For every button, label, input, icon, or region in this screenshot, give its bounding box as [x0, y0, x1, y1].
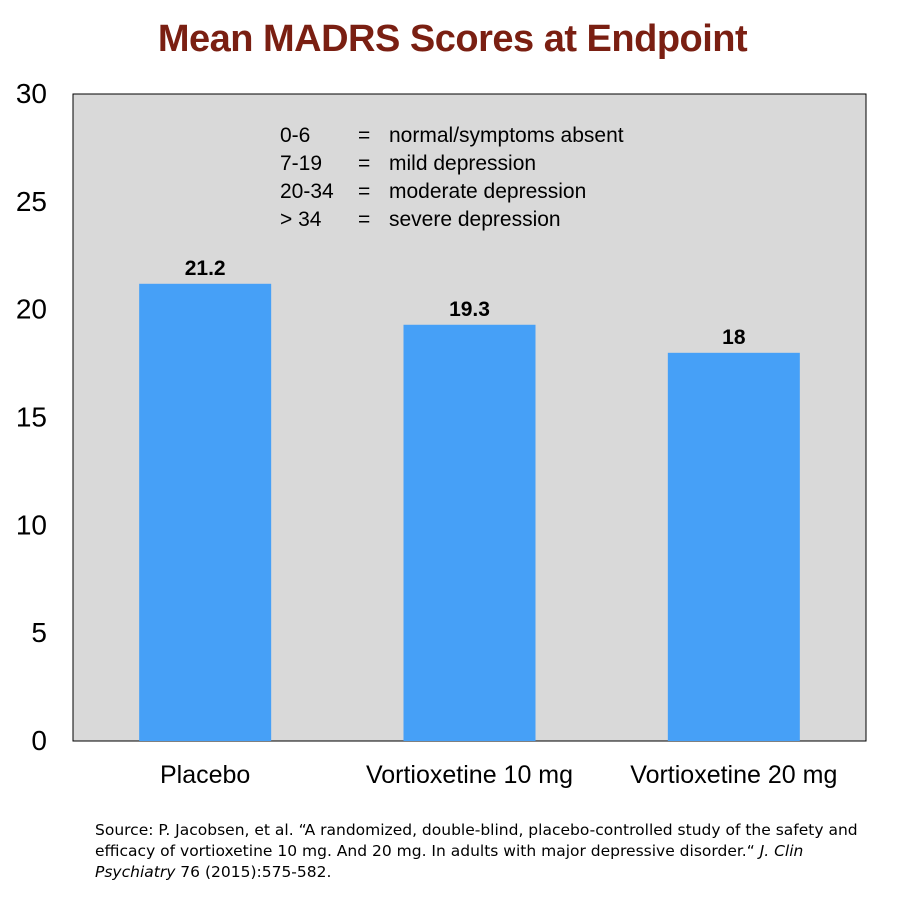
bar	[403, 324, 536, 741]
score-equals: =	[358, 152, 370, 175]
bar-value-label: 18	[722, 326, 746, 349]
score-meaning: normal/symptoms absent	[389, 124, 624, 147]
bar-value-label: 19.3	[449, 298, 490, 321]
y-tick-label: 30	[16, 78, 47, 109]
score-range: 0-6	[280, 124, 310, 147]
source-journal: J. Clin Psychiatry	[95, 842, 804, 881]
source-citation: Source: P. Jacobsen, et al. “A randomize…	[95, 820, 885, 883]
score-range-row: > 34 = severe depression	[280, 208, 561, 231]
source-text: Source: P. Jacobsen, et al. “A randomize…	[95, 821, 858, 860]
score-range: 20-34	[280, 180, 334, 203]
score-range: 7-19	[280, 152, 322, 175]
bar	[667, 352, 800, 741]
score-equals: =	[358, 208, 370, 231]
y-tick-label: 20	[16, 294, 47, 325]
y-tick-label: 25	[16, 186, 47, 217]
y-tick-label: 15	[16, 402, 47, 433]
chart-title: Mean MADRS Scores at Endpoint	[157, 18, 748, 60]
score-range-row: 7-19 = mild depression	[280, 152, 536, 175]
score-meaning: severe depression	[389, 208, 561, 231]
y-tick-label: 0	[31, 725, 47, 756]
score-range: > 34	[280, 208, 322, 231]
score-legend-annotation: 0-6 = normal/symptoms absent 7-19 = mild depr…	[280, 124, 624, 231]
y-tick-label: 5	[31, 617, 47, 648]
score-equals: =	[358, 180, 370, 203]
score-meaning: mild depression	[389, 152, 536, 175]
score-equals: =	[358, 124, 370, 147]
x-category-label: Vortioxetine 10 mg	[366, 761, 573, 789]
x-category-label: Vortioxetine 20 mg	[630, 761, 837, 789]
score-range-row: 20-34 = moderate depression	[280, 180, 586, 203]
bar-value-label: 21.2	[185, 257, 226, 280]
source-volume: 76 (2015):575-582.	[175, 863, 332, 881]
y-tick-label: 10	[16, 509, 47, 540]
bar	[139, 283, 272, 741]
labels-layer: 0 5 10 15 20 25 30 21.2 Placebo 19.3 Vortioxetine …	[16, 78, 838, 789]
x-category-label: Placebo	[160, 761, 250, 789]
score-range-row: 0-6 = normal/symptoms absent	[280, 124, 624, 147]
score-meaning: moderate depression	[389, 180, 586, 203]
bars-layer	[139, 283, 800, 741]
